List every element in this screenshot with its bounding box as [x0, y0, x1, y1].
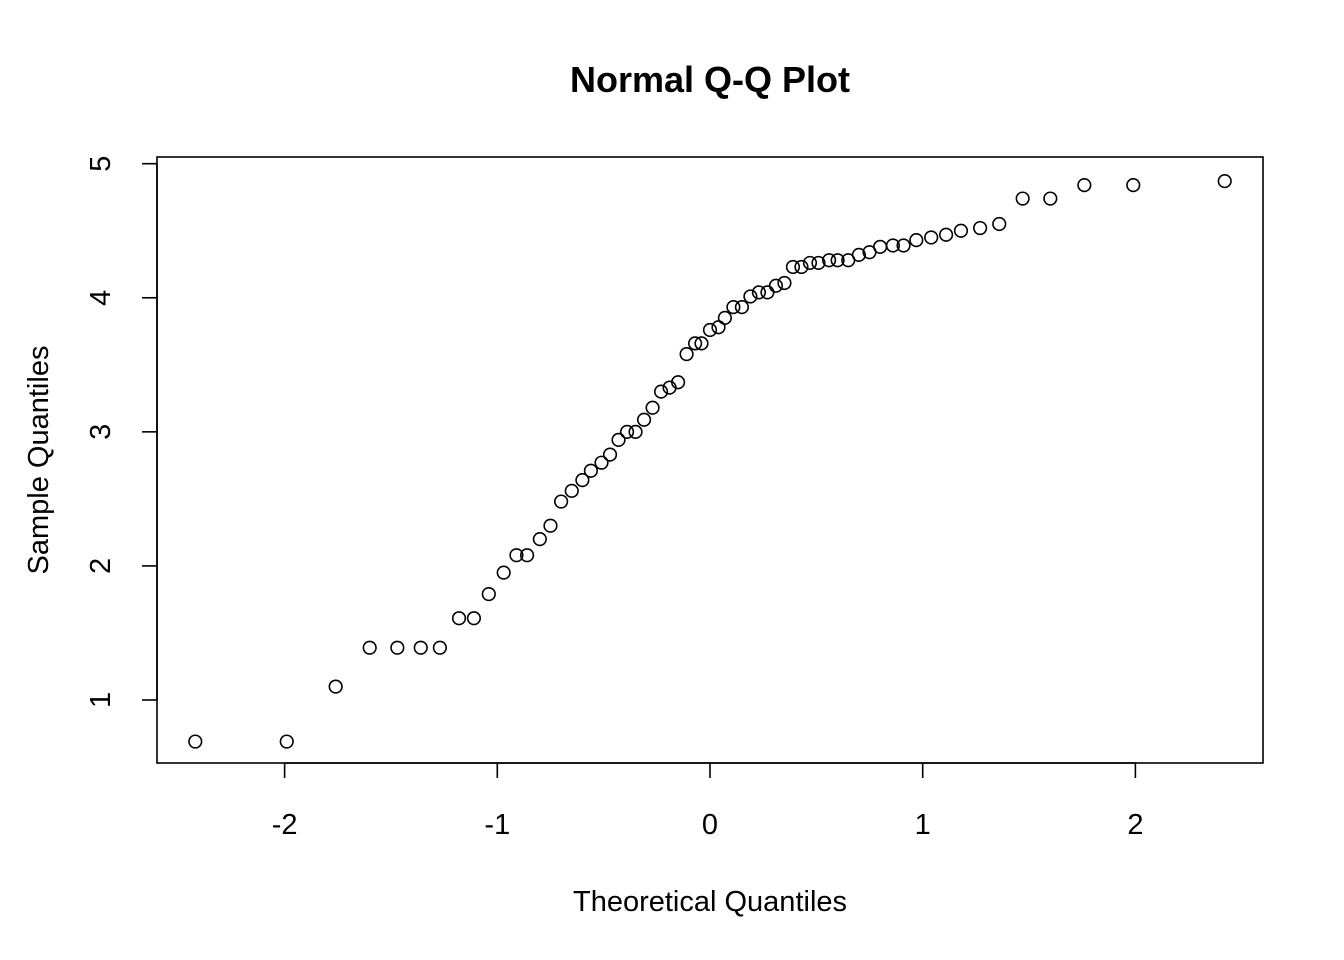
x-tick-label: -1 [484, 809, 510, 841]
data-point [554, 494, 569, 509]
data-point [822, 253, 837, 268]
data-point [873, 239, 888, 254]
data-point [768, 278, 784, 293]
data-point [726, 300, 741, 315]
y-tick-label: 3 [85, 424, 117, 440]
data-point [885, 238, 901, 253]
data-point [466, 611, 482, 626]
data-point [953, 223, 969, 238]
data-point [851, 247, 866, 262]
data-point [702, 322, 718, 338]
data-point [688, 336, 703, 351]
y-axis-label: Sample Quantiles [23, 346, 55, 575]
data-point [711, 320, 726, 335]
data-point [362, 640, 377, 655]
data-point [924, 230, 939, 245]
data-point [973, 220, 988, 236]
data-point [734, 300, 750, 315]
x-tick-label: -2 [272, 809, 298, 841]
data-point [619, 424, 635, 439]
chart-title: Normal Q-Q Plot [570, 59, 850, 100]
y-tick-label: 1 [85, 692, 117, 708]
data-point [583, 463, 598, 478]
data-point [1043, 191, 1058, 206]
data-point [496, 565, 511, 580]
data-point [575, 473, 590, 488]
y-axis: 1 2 3 4 5 [85, 156, 158, 708]
data-point [717, 310, 732, 325]
data-point [413, 640, 428, 655]
data-point [636, 412, 652, 427]
data-point [785, 259, 801, 275]
data-point [802, 255, 818, 271]
data-point [811, 255, 826, 271]
data-point [432, 640, 447, 655]
data-point [653, 384, 669, 399]
data-point [694, 336, 709, 351]
data-point [594, 455, 609, 470]
data-point [279, 734, 294, 749]
data-point [532, 532, 547, 547]
data-point [481, 586, 496, 602]
data-point [1217, 174, 1232, 189]
data-point [1077, 178, 1092, 193]
data-point [543, 518, 558, 533]
data-point [777, 275, 792, 291]
data-point [564, 483, 579, 498]
data-point [611, 432, 626, 447]
data-point [451, 611, 467, 626]
data-point [328, 679, 343, 694]
data-point [760, 285, 775, 300]
data-point [519, 548, 535, 563]
x-tick-label: 2 [1127, 809, 1143, 841]
data-point [628, 424, 643, 439]
data-point [390, 640, 405, 655]
data-point [794, 259, 809, 275]
x-axis-label: Theoretical Quantiles [573, 886, 847, 918]
data-point [188, 734, 203, 749]
y-tick-label: 4 [85, 290, 117, 306]
data-point [1015, 191, 1030, 206]
plot-frame [156, 156, 1264, 764]
x-tick-label: 1 [915, 809, 931, 841]
data-point [743, 289, 758, 304]
data-points [188, 174, 1232, 749]
y-tick-label: 2 [85, 558, 117, 574]
data-point [992, 216, 1007, 232]
data-point [896, 238, 911, 253]
data-point [679, 346, 694, 362]
data-point [909, 233, 924, 248]
data-point [670, 375, 686, 390]
data-point [509, 548, 524, 563]
x-axis: -2 -1 0 1 2 [272, 762, 1143, 841]
data-point [830, 253, 845, 268]
data-point [938, 227, 954, 242]
y-tick-label: 5 [85, 156, 117, 172]
data-point [1126, 178, 1141, 193]
data-point [751, 285, 767, 300]
data-point [602, 447, 618, 462]
data-point [645, 400, 660, 415]
x-tick-label: 0 [702, 809, 718, 841]
